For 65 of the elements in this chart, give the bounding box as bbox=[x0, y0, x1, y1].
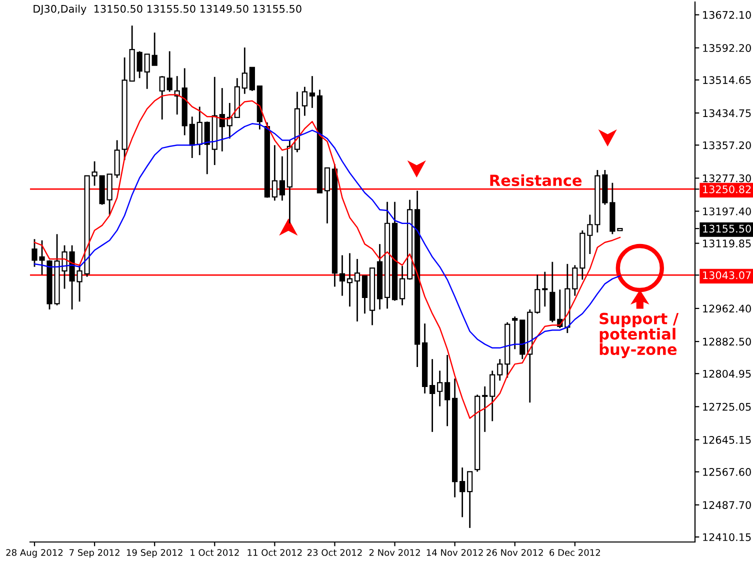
candlestick bbox=[482, 386, 488, 433]
annotation: Support / potential buy-zone bbox=[600, 312, 679, 358]
x-tick-label: 14 Nov 2012 bbox=[426, 549, 483, 556]
candlestick bbox=[346, 252, 353, 308]
candlestick bbox=[399, 265, 406, 306]
candlestick bbox=[204, 120, 210, 175]
x-tick-label: 1 Oct 2012 bbox=[190, 549, 239, 556]
candlestick bbox=[460, 466, 466, 518]
y-tick-label: 13434.75 bbox=[703, 109, 751, 118]
x-tick-label: 26 Nov 2012 bbox=[486, 549, 543, 556]
x-tick-label: 6 Dec 2012 bbox=[550, 549, 600, 556]
x-tick-label: 28 Aug 2012 bbox=[6, 549, 63, 558]
candlestick bbox=[324, 167, 330, 224]
y-tick-label: 12567.60 bbox=[703, 468, 751, 476]
candlestick bbox=[467, 470, 473, 529]
candlestick bbox=[429, 358, 436, 433]
candlestick bbox=[490, 370, 496, 422]
candlestick bbox=[249, 66, 255, 92]
candlestick bbox=[279, 156, 285, 202]
candlestick bbox=[339, 254, 346, 296]
candlestick bbox=[159, 75, 165, 120]
y-tick-label: 13357.20 bbox=[703, 141, 751, 150]
candlestick bbox=[272, 144, 278, 202]
y-tick-label: 13197.40 bbox=[703, 207, 751, 216]
y-tick-label: 13514.65 bbox=[703, 76, 751, 84]
candlestick bbox=[189, 116, 195, 159]
y-tick-label: 13250.82 bbox=[703, 185, 751, 194]
y-tick-label: 12410.15 bbox=[703, 533, 751, 542]
x-tick-label: 11 Oct 2012 bbox=[248, 549, 302, 556]
x-tick-label: 7 Sep 2012 bbox=[70, 549, 120, 558]
candlestick bbox=[587, 214, 593, 255]
chart-title: DJ30,Daily 13150.50 13155.50 13149.50 13155.50 bbox=[34, 4, 302, 15]
y-tick-label: 12962.40 bbox=[703, 304, 751, 313]
x-tick-label: 19 Sep 2012 bbox=[126, 549, 182, 558]
candlestick bbox=[354, 258, 360, 322]
candlestick bbox=[534, 274, 540, 314]
y-tick-label: 13155.50 bbox=[703, 224, 751, 233]
y-tick-label: 12645.15 bbox=[703, 436, 751, 444]
candlestick bbox=[302, 86, 308, 116]
y-tick-label: 13592.20 bbox=[703, 44, 751, 52]
ref-line-label: Resistance bbox=[490, 174, 582, 186]
candlestick bbox=[309, 75, 316, 109]
candlestick bbox=[512, 316, 518, 350]
candlestick bbox=[152, 32, 158, 66]
x-tick-label: 2 Nov 2012 bbox=[369, 549, 420, 556]
candlestick bbox=[166, 50, 172, 92]
y-tick-label: 13672.10 bbox=[703, 11, 751, 19]
candlestick bbox=[444, 354, 450, 427]
candlestick bbox=[542, 271, 548, 308]
candlestick bbox=[136, 50, 142, 79]
y-tick-label: 13119.85 bbox=[703, 240, 751, 248]
y-tick-label: 12725.05 bbox=[703, 402, 751, 411]
x-tick-label: 23 Oct 2012 bbox=[307, 549, 362, 556]
candlestick bbox=[497, 358, 503, 382]
y-tick-label: 12804.95 bbox=[703, 370, 751, 378]
y-tick-label: 12882.50 bbox=[703, 338, 751, 346]
candlestick bbox=[362, 275, 368, 314]
candlestick bbox=[196, 106, 202, 156]
candlestick bbox=[572, 264, 578, 296]
candlestick bbox=[437, 370, 443, 407]
y-tick-label: 13043.07 bbox=[703, 271, 751, 280]
candlestick bbox=[144, 53, 150, 90]
y-tick-label: 12487.70 bbox=[703, 501, 751, 509]
y-tick-label: 13277.30 bbox=[703, 174, 751, 182]
candlestick bbox=[242, 46, 248, 95]
